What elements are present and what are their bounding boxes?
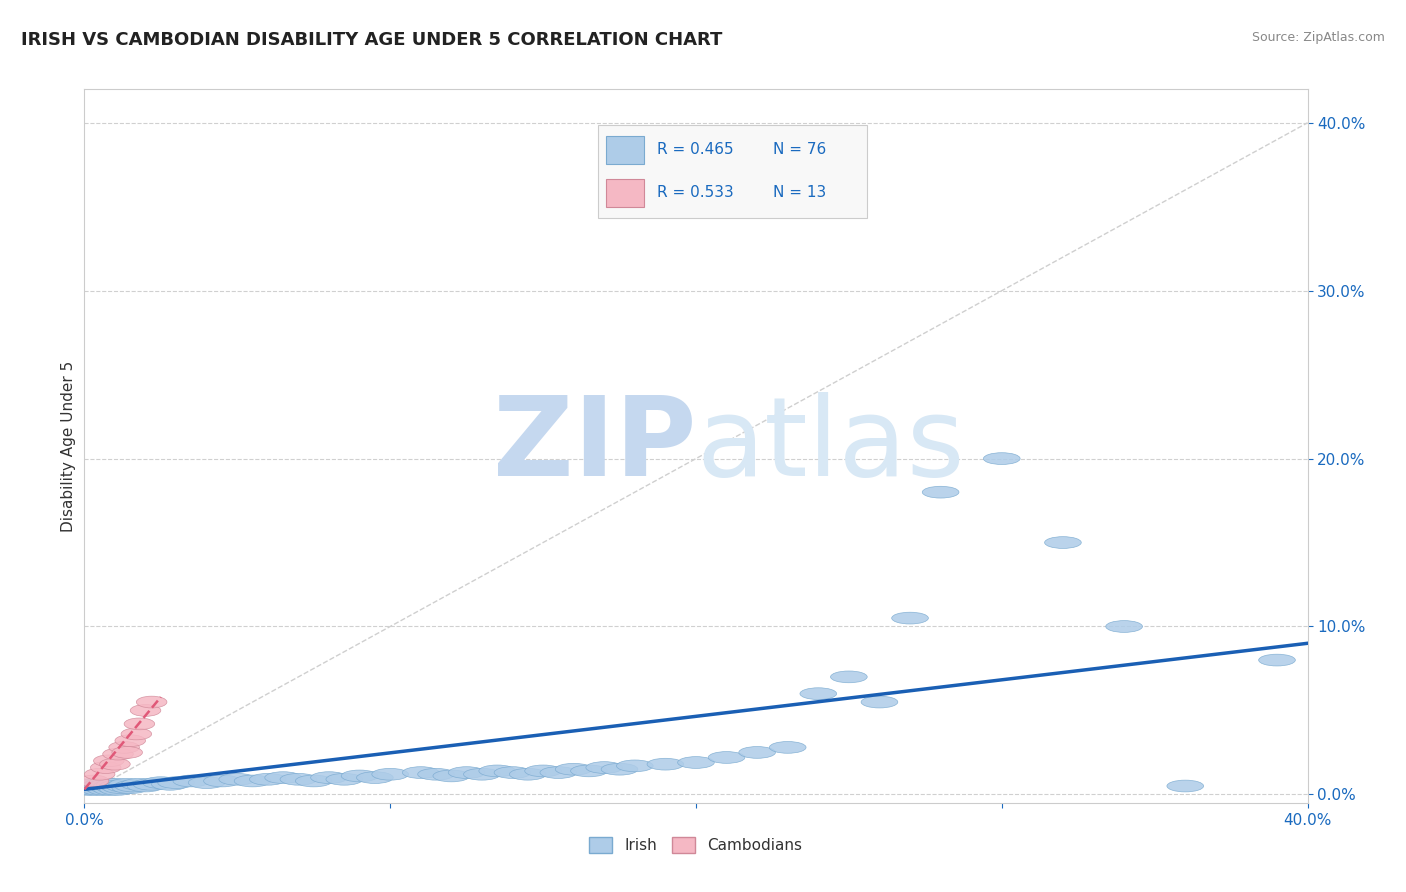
Ellipse shape: [402, 767, 439, 779]
Ellipse shape: [540, 767, 576, 779]
Ellipse shape: [571, 765, 607, 777]
Ellipse shape: [134, 779, 170, 790]
Ellipse shape: [115, 735, 146, 747]
Ellipse shape: [1167, 780, 1204, 792]
Ellipse shape: [152, 779, 188, 790]
Ellipse shape: [616, 760, 654, 772]
Ellipse shape: [97, 779, 134, 790]
Ellipse shape: [79, 781, 115, 794]
Ellipse shape: [84, 768, 115, 780]
Ellipse shape: [103, 748, 134, 760]
Ellipse shape: [100, 780, 136, 792]
Ellipse shape: [115, 780, 152, 792]
Ellipse shape: [100, 758, 131, 770]
Ellipse shape: [433, 770, 470, 781]
Ellipse shape: [280, 773, 316, 785]
Ellipse shape: [983, 453, 1021, 465]
Ellipse shape: [524, 765, 561, 777]
Ellipse shape: [342, 770, 378, 781]
Ellipse shape: [112, 781, 149, 794]
Ellipse shape: [602, 764, 638, 775]
Ellipse shape: [87, 783, 124, 796]
Ellipse shape: [464, 768, 501, 780]
Text: Source: ZipAtlas.com: Source: ZipAtlas.com: [1251, 31, 1385, 45]
Ellipse shape: [142, 777, 179, 789]
Ellipse shape: [449, 767, 485, 779]
Ellipse shape: [800, 688, 837, 699]
Ellipse shape: [87, 780, 124, 792]
Ellipse shape: [79, 775, 108, 787]
Ellipse shape: [738, 747, 776, 758]
Ellipse shape: [891, 612, 928, 624]
Ellipse shape: [121, 779, 157, 790]
Ellipse shape: [136, 696, 167, 708]
Legend: Irish, Cambodians: Irish, Cambodians: [583, 831, 808, 859]
Ellipse shape: [90, 779, 127, 790]
Y-axis label: Disability Age Under 5: Disability Age Under 5: [60, 360, 76, 532]
Ellipse shape: [100, 783, 136, 796]
Ellipse shape: [494, 767, 531, 779]
Ellipse shape: [75, 783, 112, 796]
Ellipse shape: [103, 781, 139, 794]
Ellipse shape: [586, 762, 623, 773]
Text: IRISH VS CAMBODIAN DISABILITY AGE UNDER 5 CORRELATION CHART: IRISH VS CAMBODIAN DISABILITY AGE UNDER …: [21, 31, 723, 49]
Ellipse shape: [69, 783, 105, 796]
Text: ZIP: ZIP: [492, 392, 696, 500]
Ellipse shape: [709, 752, 745, 764]
Ellipse shape: [75, 779, 112, 790]
Ellipse shape: [79, 779, 115, 790]
Ellipse shape: [112, 747, 142, 758]
Ellipse shape: [94, 780, 131, 792]
Ellipse shape: [311, 772, 347, 783]
Ellipse shape: [235, 775, 271, 787]
Ellipse shape: [94, 783, 131, 796]
Ellipse shape: [479, 765, 516, 777]
Ellipse shape: [357, 772, 394, 783]
Ellipse shape: [860, 696, 898, 708]
Ellipse shape: [94, 755, 124, 767]
Ellipse shape: [90, 762, 121, 773]
Ellipse shape: [219, 773, 256, 785]
Ellipse shape: [121, 728, 152, 739]
Ellipse shape: [84, 781, 121, 794]
Ellipse shape: [326, 773, 363, 785]
Ellipse shape: [173, 775, 209, 787]
Ellipse shape: [124, 718, 155, 730]
Ellipse shape: [82, 783, 118, 796]
Ellipse shape: [105, 780, 142, 792]
Ellipse shape: [371, 768, 409, 780]
Ellipse shape: [249, 773, 287, 785]
Ellipse shape: [72, 780, 108, 792]
Ellipse shape: [831, 671, 868, 682]
Ellipse shape: [418, 768, 454, 780]
Ellipse shape: [90, 781, 127, 794]
Ellipse shape: [1045, 537, 1081, 549]
Ellipse shape: [127, 780, 165, 792]
Ellipse shape: [769, 741, 806, 753]
Ellipse shape: [678, 756, 714, 768]
Ellipse shape: [188, 777, 225, 789]
Ellipse shape: [647, 758, 683, 770]
Ellipse shape: [509, 768, 546, 780]
Text: atlas: atlas: [696, 392, 965, 500]
Ellipse shape: [264, 772, 301, 783]
Ellipse shape: [84, 779, 121, 790]
Ellipse shape: [1105, 621, 1143, 632]
Ellipse shape: [97, 781, 134, 794]
Ellipse shape: [108, 779, 146, 790]
Ellipse shape: [157, 777, 194, 789]
Ellipse shape: [72, 781, 108, 794]
Ellipse shape: [1258, 654, 1295, 666]
Ellipse shape: [204, 775, 240, 787]
Ellipse shape: [922, 486, 959, 498]
Ellipse shape: [82, 780, 118, 792]
Ellipse shape: [108, 741, 139, 753]
Ellipse shape: [295, 775, 332, 787]
Ellipse shape: [131, 705, 160, 716]
Ellipse shape: [555, 764, 592, 775]
